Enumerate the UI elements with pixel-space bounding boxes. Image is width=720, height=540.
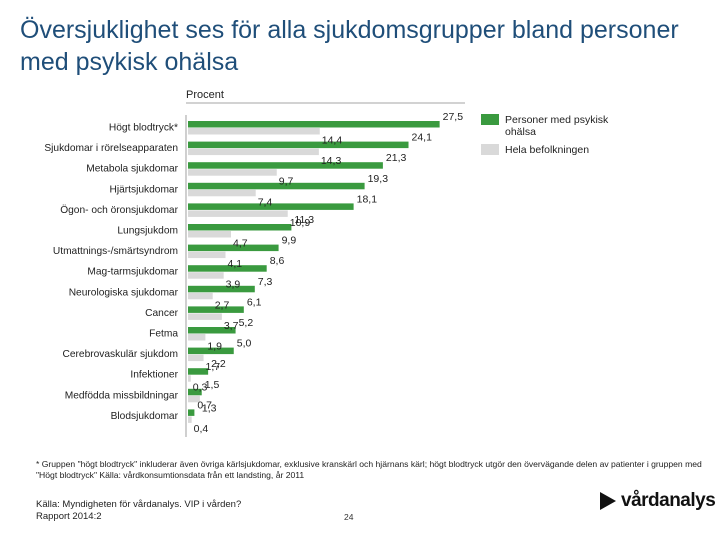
category-label: Högt blodtryck*	[109, 123, 178, 134]
legend-swatch-total	[481, 144, 499, 155]
legend-label-total: Hela befolkningen	[505, 144, 590, 156]
value-label-mental: 6,1	[247, 296, 262, 308]
category-label: Cerebrovaskulär sjukdom	[62, 349, 178, 360]
source-line-1: Källa: Myndigheten för vårdanalys. VIP i…	[36, 499, 242, 510]
bar-mental	[188, 203, 354, 210]
bar-mental	[188, 224, 292, 231]
bar-total	[188, 128, 320, 135]
value-label-mental: 5,2	[239, 317, 254, 329]
value-label-mental: 5,0	[237, 338, 252, 350]
category-label: Infektioner	[130, 370, 178, 381]
bar-mental	[188, 121, 440, 128]
bar-mental	[188, 347, 234, 355]
category-label: Sjukdomar i rörelseapparaten	[44, 143, 178, 154]
bar-mental	[188, 162, 383, 169]
legend-swatch-mental	[481, 114, 499, 125]
bars	[188, 121, 440, 423]
category-label: Cancer	[145, 308, 178, 319]
bar-total	[188, 210, 288, 217]
logo-mark-icon	[600, 492, 616, 510]
value-label-total: 3,9	[226, 279, 241, 291]
bar-total	[188, 251, 226, 259]
bar-mental	[188, 327, 236, 334]
bar-mental	[188, 409, 195, 416]
bar-total	[188, 334, 206, 341]
legend-label-mental: Personer med psykisk ohälsa	[505, 114, 609, 138]
value-label-total: 4,7	[233, 238, 248, 250]
value-labels: 27,5 24,1 21,3 19,3 18,1 11,3 9,9 8,6 7,3 6,1 5,2 5…	[193, 111, 463, 435]
bar-total	[188, 189, 256, 197]
source-line-2: Rapport 2014:2	[36, 511, 102, 522]
page-number: 24	[344, 512, 354, 522]
value-label-total: 2,7	[215, 299, 230, 311]
value-label-mental: 21,3	[386, 152, 407, 164]
category-label: Hjärtsjukdomar	[109, 184, 178, 195]
value-label-mental: 27,5	[443, 111, 464, 123]
page-title: Översjuklighet ses för alla sjukdomsgrup…	[20, 16, 679, 76]
value-label-mental: 0,7	[197, 399, 212, 411]
value-label-mental: 19,3	[368, 173, 389, 185]
bar-chart: Högt blodtryck* Sjukdomar i rörelseappara…	[44, 102, 465, 437]
source: Källa: Myndigheten för vårdanalys. VIP i…	[36, 499, 241, 523]
value-label-total: 0,3	[193, 382, 208, 394]
category-labels: Högt blodtryck* Sjukdomar i rörelseappara…	[44, 123, 178, 422]
bar-total	[188, 272, 224, 279]
value-label-total: 1,7	[206, 361, 221, 373]
category-label: Mag-tarmsjukdomar	[87, 267, 178, 278]
category-label: Fetma	[149, 329, 178, 340]
bar-total	[188, 169, 277, 176]
bar-mental	[188, 265, 267, 272]
bar-mental	[188, 285, 255, 293]
value-label-mental: 7,3	[258, 276, 273, 288]
bar-mental	[188, 306, 244, 313]
value-label-mental: 18,1	[357, 193, 378, 205]
bar-total	[188, 313, 222, 320]
bar-total	[188, 292, 213, 300]
value-label-total: 4,1	[228, 258, 243, 270]
value-label-total: 1,9	[207, 341, 222, 353]
value-label-mental: 11,3	[294, 214, 314, 226]
value-label-total: 3,7	[224, 320, 239, 332]
bar-mental	[188, 182, 365, 190]
bar-total	[188, 148, 319, 156]
footnote: * Gruppen "högt blodtryck" inkluderar äv…	[36, 459, 702, 480]
category-label: Utmattnings-/smärtsyndrom	[53, 246, 178, 257]
bar-total	[188, 395, 200, 403]
value-label-total: 0,4	[194, 423, 209, 435]
bar-mental	[188, 244, 279, 252]
value-label-mental: 1,5	[205, 379, 220, 391]
bar-total	[188, 416, 192, 423]
value-label-total: 14,4	[322, 135, 343, 147]
category-label: Medfödda missbildningar	[65, 390, 179, 401]
value-label-mental: 9,9	[282, 235, 297, 247]
value-label-total: 7,4	[258, 196, 273, 208]
bar-mental	[188, 368, 209, 375]
bar-total	[188, 375, 191, 382]
value-label-mental: 24,1	[412, 132, 433, 144]
bar-total	[188, 354, 204, 362]
value-label-total: 10,9	[290, 217, 311, 229]
category-label: Lungsjukdom	[117, 226, 178, 237]
logo: vårdanalys	[598, 490, 716, 512]
value-label-total: 14,3	[321, 155, 342, 167]
bar-mental	[188, 388, 202, 396]
unit-label: Procent	[186, 89, 224, 101]
legend-item-mental: Personer med psykisk ohälsa	[481, 114, 621, 138]
value-label-total: 1,3	[202, 402, 217, 414]
logo-text: vårdanalys	[621, 490, 716, 511]
category-label: Ögon- och öronsjukdomar	[60, 204, 178, 216]
bar-mental	[188, 141, 409, 149]
legend-item-total: Hela befolkningen	[481, 144, 621, 156]
category-label: Metabola sjukdomar	[86, 164, 178, 175]
value-label-mental: 8,6	[270, 255, 285, 267]
value-label-mental: 2,2	[211, 358, 226, 370]
category-label: Blodsjukdomar	[111, 411, 179, 422]
value-label-total: 9,7	[279, 176, 294, 188]
category-label: Neurologiska sjukdomar	[69, 287, 179, 298]
bar-total	[188, 231, 232, 238]
